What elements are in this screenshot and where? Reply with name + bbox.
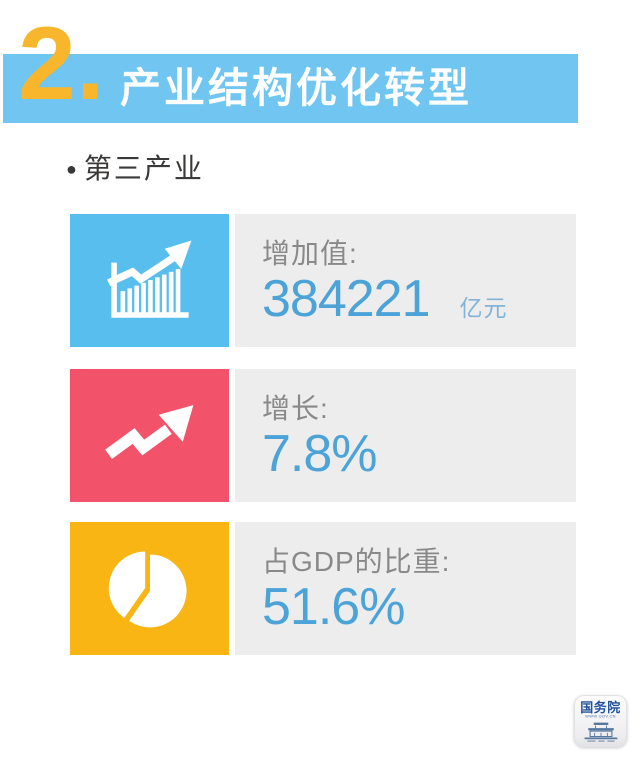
tiananmen-icon [584, 722, 617, 742]
header-banner: 产业结构优化转型 [3, 54, 578, 123]
card-value-row: 51.6% [262, 580, 566, 635]
card-label: 增长: [262, 393, 329, 424]
trend-arrow-icon [104, 404, 193, 459]
bullet-icon: ● [66, 159, 77, 179]
pie-chart-icon [108, 551, 187, 627]
gov-badge-title: 国务院 [580, 700, 621, 715]
card-panel: 占GDP的比重: 51.6% [235, 522, 576, 655]
subsection-heading: ● 第三产业 [66, 151, 204, 187]
card-icon-box [70, 214, 229, 347]
gov-badge-url: WWW.GOV.CN [585, 715, 616, 719]
stat-card-added-value: 增加值: 384221 亿元 [70, 214, 576, 347]
subsection-label: 第三产业 [83, 153, 204, 184]
card-unit: 亿元 [459, 295, 508, 321]
card-value: 51.6% [262, 578, 405, 636]
card-label: 增加值: [262, 238, 358, 269]
card-icon-box [70, 369, 229, 502]
stat-card-growth: 增长: 7.8% [70, 369, 576, 502]
bar-chart-arrow-icon [106, 240, 191, 318]
card-label: 占GDP的比重: [262, 546, 451, 577]
card-value: 7.8% [262, 425, 378, 483]
card-icon-box [70, 522, 229, 655]
page-title: 产业结构优化转型 [120, 65, 472, 111]
card-value: 384221 [262, 270, 431, 328]
stat-card-gdp-share: 占GDP的比重: 51.6% [70, 522, 576, 655]
section-number: 2. [18, 6, 105, 122]
card-panel: 增加值: 384221 亿元 [235, 214, 576, 347]
card-panel: 增长: 7.8% [235, 369, 576, 502]
card-value-row: 384221 亿元 [262, 272, 566, 327]
gov-badge: 国务院 WWW.GOV.CN [574, 695, 627, 747]
card-value-row: 7.8% [262, 427, 566, 482]
